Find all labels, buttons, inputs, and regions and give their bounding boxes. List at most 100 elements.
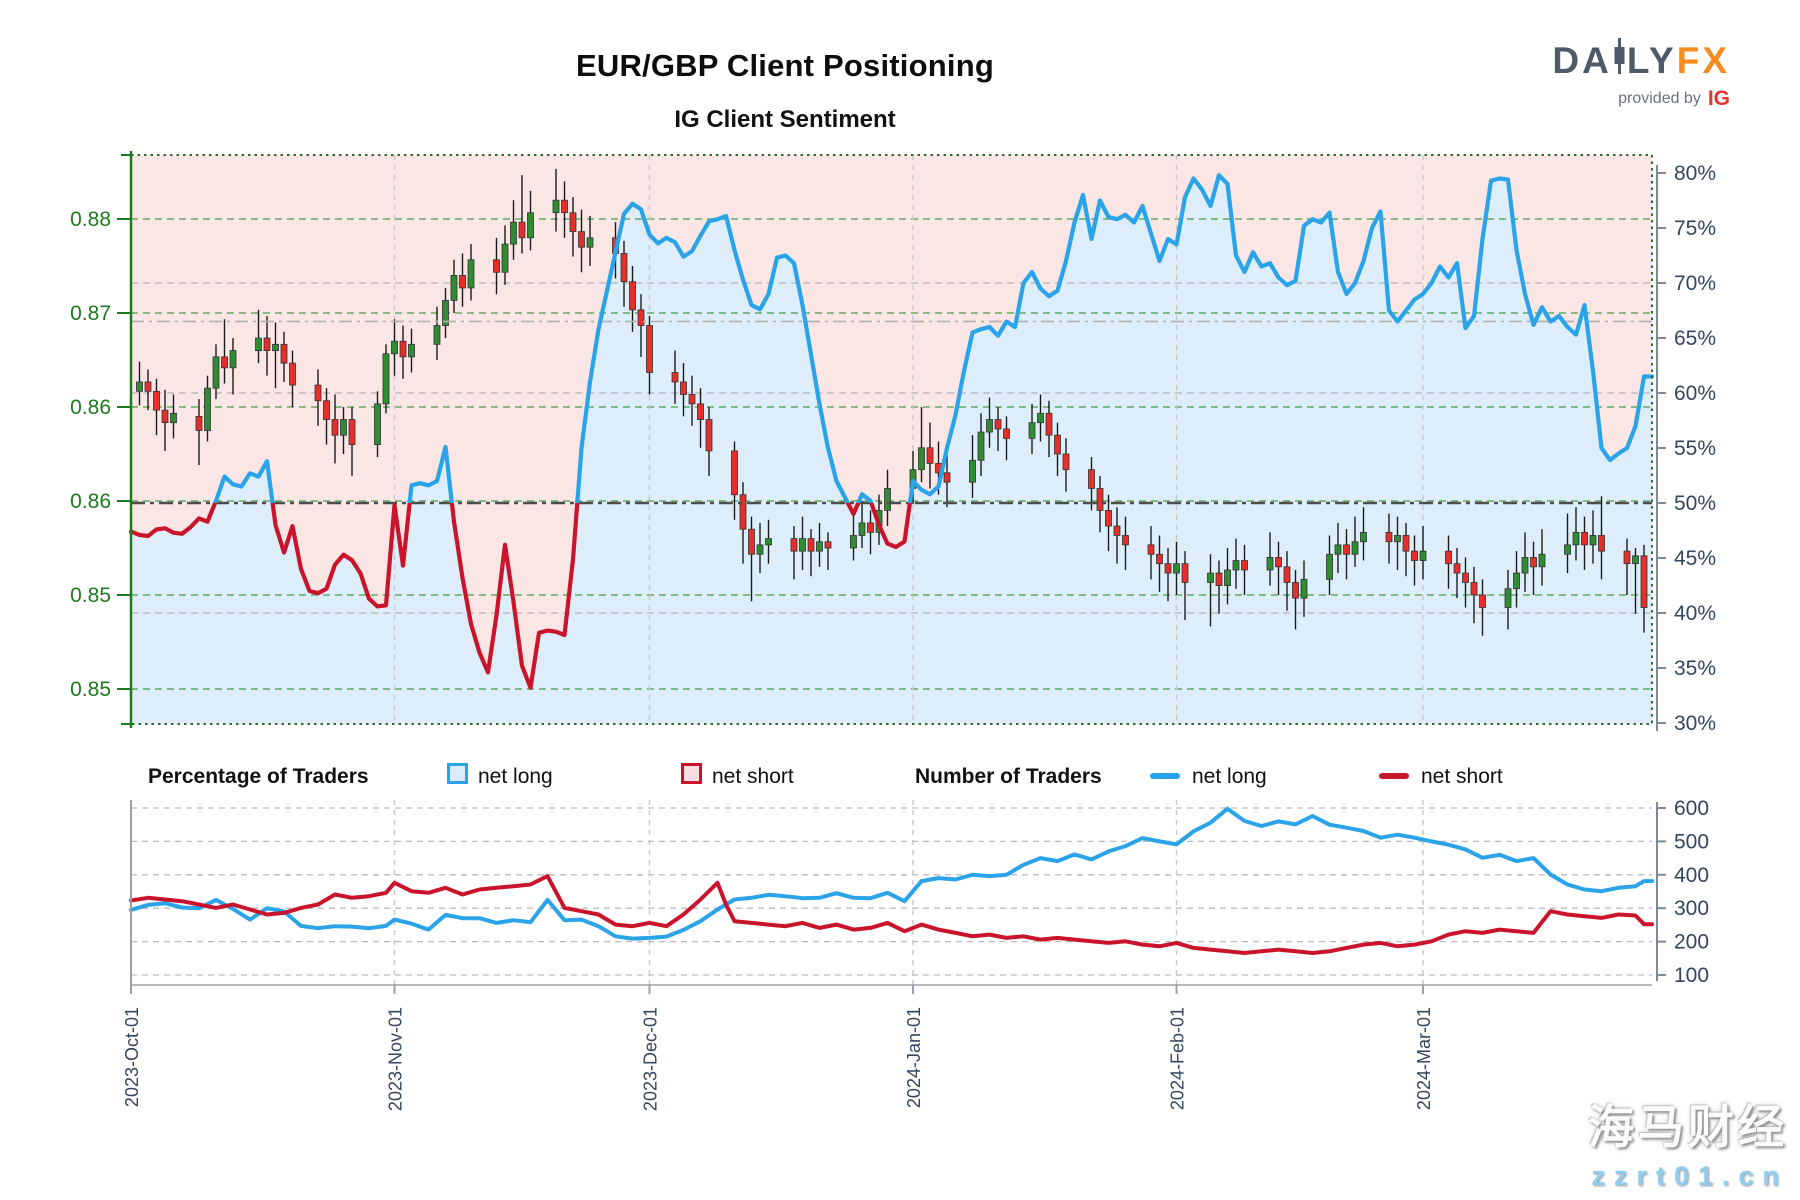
count-tick-label: 200 (1674, 931, 1709, 954)
candlestick (697, 403, 704, 420)
watermark: 海马财经 zzrt01.cn (1588, 1091, 1788, 1192)
candlestick (1385, 531, 1393, 543)
candlestick (289, 362, 296, 386)
pct-tick-label: 55% (1674, 437, 1716, 460)
logo-ly: LY (1626, 39, 1677, 81)
candlestick (1028, 422, 1036, 439)
candlestick (1326, 553, 1333, 580)
pct-tick-label: 30% (1674, 712, 1716, 735)
candlestick (884, 488, 891, 511)
candlestick (1215, 572, 1223, 587)
pct-tick-label: 65% (1674, 327, 1716, 350)
candlestick (1266, 557, 1274, 571)
candlestick (518, 221, 526, 239)
price-tick-label: 0.85 (70, 678, 111, 701)
legend-num-title: Number of Traders (915, 765, 1102, 788)
candlestick (331, 419, 339, 436)
candlestick (433, 325, 441, 345)
candlestick (1538, 553, 1546, 568)
dailyfx-logo-text: DA LY FX (1552, 38, 1730, 83)
candlestick (765, 538, 772, 546)
candlestick (450, 275, 458, 301)
legend-pct-net-long: net long (478, 765, 553, 788)
candlestick (731, 450, 738, 496)
candlestick (1088, 469, 1095, 489)
candlestick (1283, 566, 1291, 583)
candlestick (348, 419, 356, 446)
x-axis-date-label: 2024-Mar-01 (1414, 1007, 1434, 1110)
pct-tick-label: 45% (1674, 547, 1716, 570)
candlestick (136, 381, 143, 392)
candlestick (1521, 557, 1529, 574)
candlestick (1640, 555, 1648, 608)
title-block: EUR/GBP Client Positioning IG Client Sen… (200, 48, 1370, 134)
candlestick (1394, 535, 1401, 543)
candlestick (748, 528, 755, 555)
legend-pct-net-short: net short (712, 765, 794, 788)
candlestick (391, 340, 398, 355)
candlestick (161, 409, 169, 424)
candlestick (527, 212, 534, 239)
ig-logo: IG (1707, 87, 1730, 110)
candlestick (926, 447, 934, 464)
candlestick (1207, 572, 1214, 583)
candlestick (1623, 550, 1631, 565)
pct-tick-label: 40% (1674, 602, 1716, 625)
candlestick (1292, 582, 1299, 599)
candlestick (569, 212, 577, 232)
candlestick (1037, 412, 1044, 424)
candlestick (1572, 531, 1580, 546)
candlestick (824, 541, 832, 549)
candlestick (1513, 572, 1520, 590)
candlestick (807, 538, 815, 552)
candlestick (1470, 582, 1478, 596)
price-tick-label: 0.86 (70, 396, 111, 419)
count-tick-label: 100 (1674, 964, 1709, 987)
price-tick-label: 0.88 (70, 208, 111, 231)
candlestick (459, 275, 466, 289)
candlestick (212, 356, 220, 389)
logo-da: DA (1552, 39, 1612, 81)
candlestick (1453, 563, 1461, 574)
x-axis-date-label: 2024-Feb-01 (1168, 1007, 1188, 1110)
candlestick (1173, 563, 1180, 574)
x-axis-date-label: 2023-Oct-01 (122, 1007, 142, 1107)
provided-by-text: provided by (1618, 90, 1701, 107)
candlestick (1147, 544, 1155, 555)
dailyfx-logo: DA LY FX provided by IG (1552, 38, 1730, 111)
watermark-url-text: zzrt01.cn (1591, 1161, 1788, 1191)
candlestick (195, 416, 203, 431)
price-tick-label: 0.85 (70, 584, 111, 607)
candlestick (620, 253, 628, 283)
candlestick (399, 340, 407, 358)
logo-fx: FX (1676, 39, 1730, 81)
candlestick (756, 544, 764, 555)
candlestick (1241, 560, 1248, 571)
candlestick (994, 419, 1002, 430)
legend-pct-title: Percentage of Traders (148, 765, 369, 788)
candlestick (340, 419, 347, 436)
candlestick (204, 387, 211, 431)
candlestick (1164, 563, 1172, 574)
candlestick (629, 281, 636, 311)
candlestick (561, 199, 568, 214)
candlestick (1351, 541, 1359, 555)
candlestick (170, 412, 177, 424)
candlestick (1504, 588, 1512, 608)
candlestick (221, 356, 228, 369)
legend-num-net-long: net long (1192, 765, 1267, 788)
net-short-pct-line (128, 503, 913, 690)
num-net-long-line (129, 806, 1654, 941)
pct-tick-label: 80% (1674, 162, 1716, 185)
candlestick (1003, 428, 1010, 439)
candlestick (1530, 557, 1537, 568)
candlestick (280, 343, 288, 364)
candlestick (1300, 578, 1308, 599)
candlestick-icon (1613, 38, 1626, 83)
candlestick (578, 231, 585, 248)
candlestick (1096, 488, 1104, 511)
candlestick (1122, 535, 1129, 546)
candlestick (314, 384, 322, 402)
candlestick (637, 309, 645, 326)
candlestick (467, 259, 475, 289)
